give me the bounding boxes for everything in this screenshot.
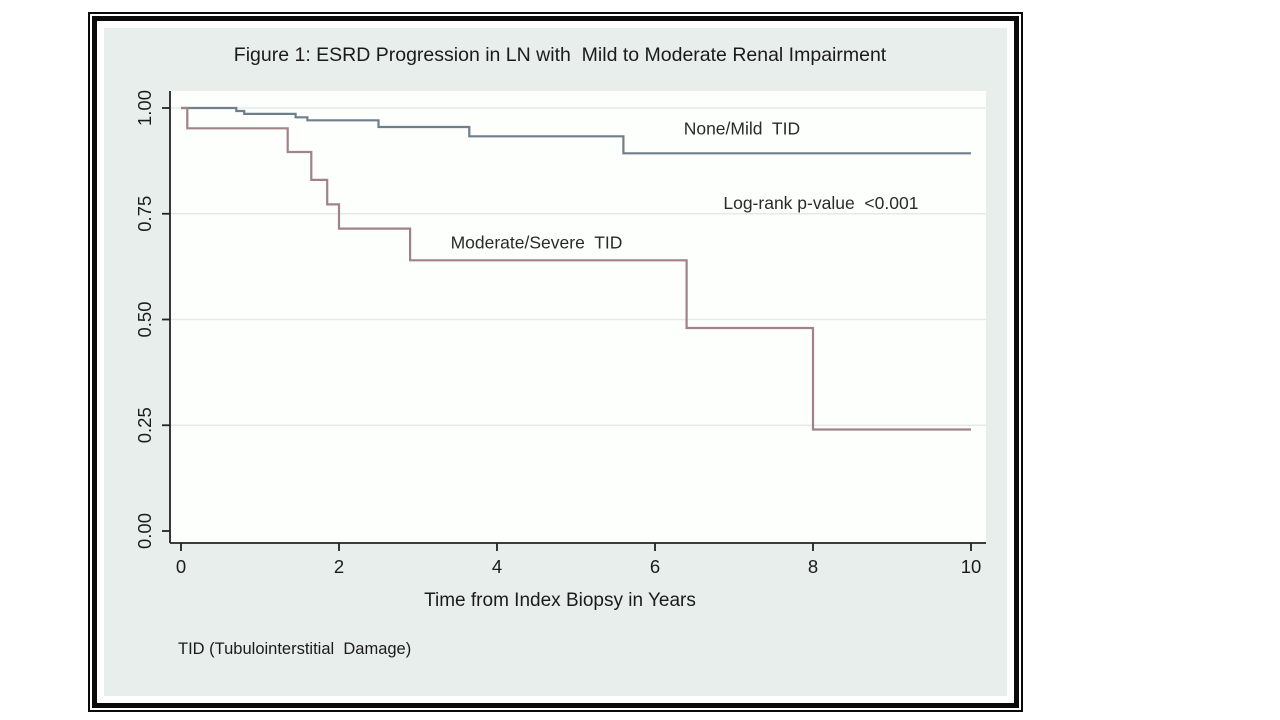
chart-title: Figure 1: ESRD Progression in LN with Mi… (234, 44, 887, 66)
survival-curves (181, 106, 971, 431)
x-tick-label: 4 (492, 556, 502, 577)
kaplan-meier-chart: 0.00 0.25 0.50 0.75 1.00 0 2 4 6 8 10 Figure 1: ES… (134, 44, 986, 658)
y-tick-label: 0.75 (134, 196, 155, 232)
series-label-none-mild-tid: None/Mild TID (684, 118, 800, 138)
x-axis-label: Time from Index Biopsy in Years (424, 590, 696, 611)
x-tick-label: 8 (808, 556, 818, 577)
y-tick-label: 0.25 (134, 407, 155, 443)
y-tick-label: 0.00 (134, 513, 155, 549)
plot-area (170, 91, 986, 543)
footnote-tid-definition: TID (Tubulointerstitial Damage) (178, 640, 411, 658)
gridlines (170, 107, 986, 427)
series-label-moderate-severe-tid: Moderate/Severe TID (451, 233, 623, 253)
survival-curve-1 (181, 106, 971, 431)
survival-curve-0 (181, 106, 971, 155)
figure-frame-inner: 0.00 0.25 0.50 0.75 1.00 0 2 4 6 8 10 Figure 1: ES… (92, 16, 1019, 708)
tick-labels: 0.00 0.25 0.50 0.75 1.00 0 2 4 6 8 10 (134, 90, 981, 577)
figure-frame: 0.00 0.25 0.50 0.75 1.00 0 2 4 6 8 10 Figure 1: ES… (88, 12, 1023, 712)
x-tick-label: 6 (650, 556, 660, 577)
axes (162, 91, 986, 551)
y-tick-label: 0.50 (134, 301, 155, 337)
x-tick-label: 0 (176, 556, 186, 577)
x-tick-label: 10 (961, 556, 982, 577)
x-tick-label: 2 (334, 556, 344, 577)
y-tick-label: 1.00 (134, 90, 155, 126)
chart-panel: 0.00 0.25 0.50 0.75 1.00 0 2 4 6 8 10 Figure 1: ES… (104, 28, 1007, 696)
log-rank-annotation: Log-rank p-value <0.001 (723, 193, 918, 213)
